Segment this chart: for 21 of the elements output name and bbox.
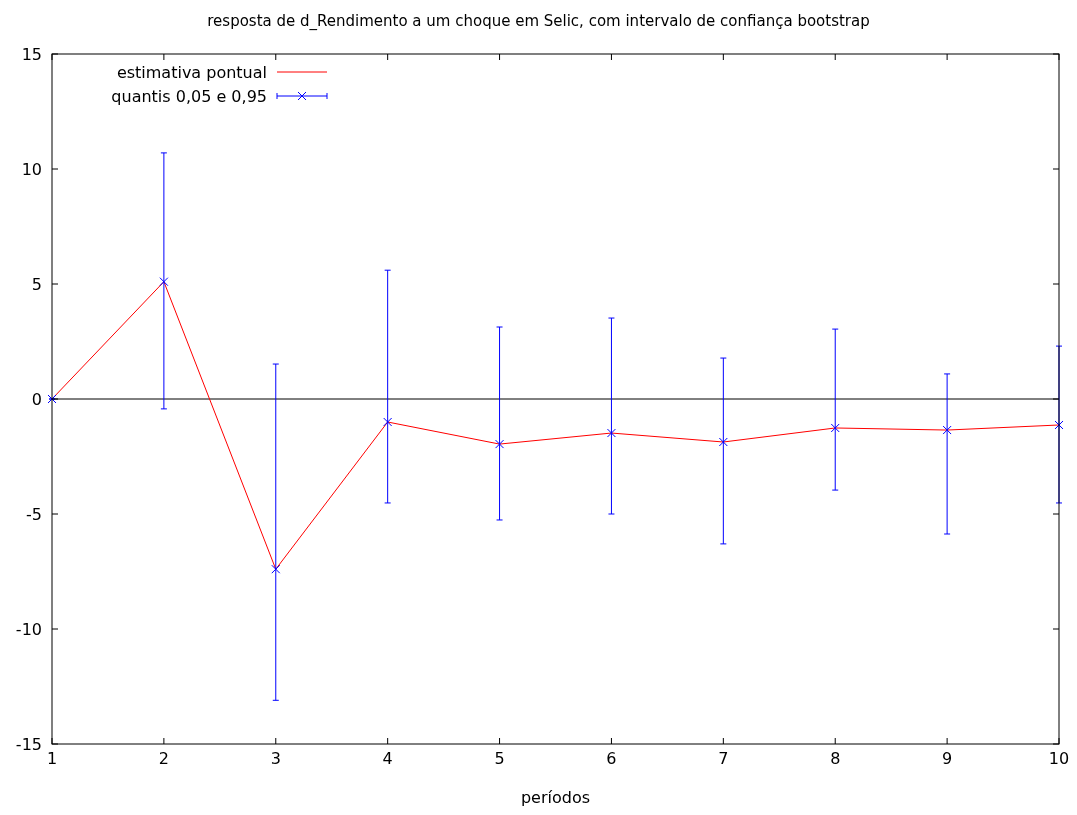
y-tick-label: 10 [21,159,42,179]
y-tick-label: -15 [15,734,42,754]
x-tick-label: 6 [606,749,617,768]
x-tick-label: 7 [718,749,729,768]
y-tick-label: 5 [31,274,42,294]
x-tick-label: 10 [1048,749,1070,768]
y-tick-label: -10 [15,619,42,639]
x-tick-label: 3 [270,749,281,768]
x-axis-title: períodos [520,788,591,807]
y-tick-label: 15 [21,44,42,64]
legend-label: quantis 0,05 e 0,95 [111,86,267,106]
y-tick-label: 0 [31,389,42,409]
x-tick-label: 9 [942,749,953,768]
y-tick-label: -5 [26,504,42,524]
x-tick-label: 2 [158,749,169,768]
x-tick-label: 8 [830,749,841,768]
x-tick-label: 1 [46,749,58,768]
legend-label: estimativa pontual [116,62,267,82]
chart-title: resposta de d_Rendimento a um choque em Selic, com intervalo de confiança bootstrap [207,12,870,31]
x-tick-label: 5 [494,749,505,768]
x-tick-label: 4 [382,749,393,768]
